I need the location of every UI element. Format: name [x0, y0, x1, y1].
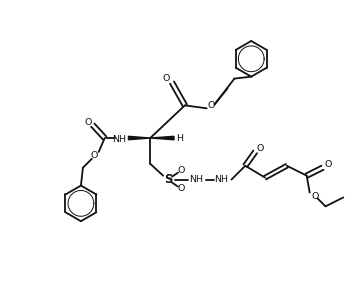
Text: S: S — [164, 173, 172, 186]
Text: O: O — [325, 160, 332, 169]
Text: O: O — [312, 192, 319, 201]
Text: NH: NH — [189, 175, 203, 184]
Text: O: O — [177, 184, 185, 193]
Text: O: O — [84, 118, 92, 127]
Text: O: O — [256, 144, 264, 153]
Polygon shape — [128, 136, 150, 140]
Text: O: O — [90, 151, 98, 160]
Text: H: H — [176, 134, 184, 142]
Polygon shape — [150, 136, 174, 140]
Text: O: O — [208, 101, 215, 110]
Text: O: O — [177, 166, 185, 175]
Text: NH: NH — [112, 135, 127, 144]
Text: O: O — [162, 74, 170, 83]
Text: NH: NH — [214, 175, 229, 184]
